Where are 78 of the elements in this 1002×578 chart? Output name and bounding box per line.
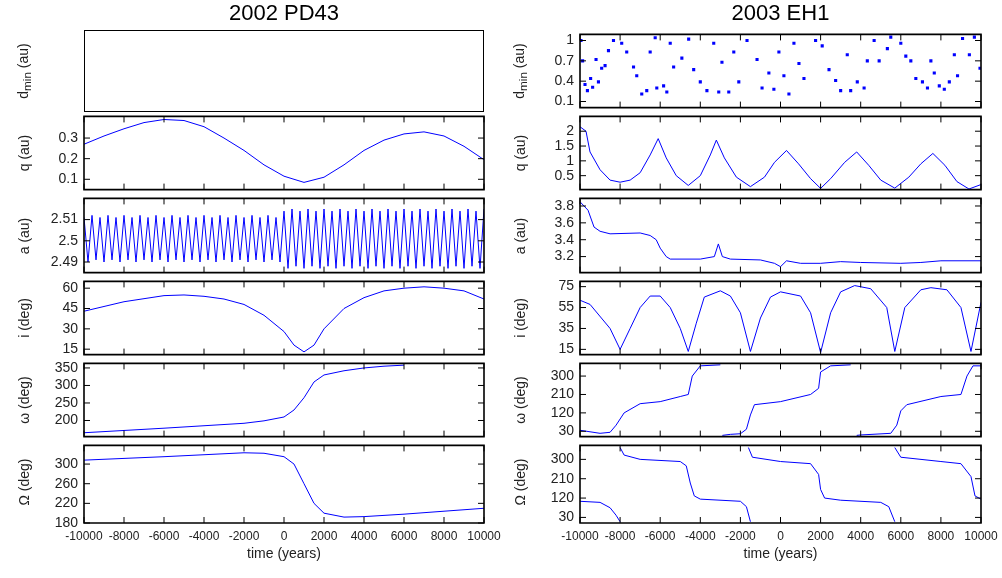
x-tick-label: 4000: [847, 528, 875, 543]
y-axis-title: i (deg): [512, 298, 528, 338]
y-tick-label: 300: [54, 454, 79, 471]
x-tick-label: 10000: [467, 528, 502, 543]
y-tick-label: 15: [558, 340, 575, 357]
x-tick-label: 2000: [807, 528, 835, 543]
y-tick-label: 250: [54, 393, 79, 410]
x-tick-label: 8000: [927, 528, 955, 543]
y-axis-title: Ω (deg): [512, 458, 528, 506]
y-tick-label: 200: [54, 411, 79, 428]
y-axis-title: q (au): [512, 134, 528, 172]
x-tick-label: -6000: [148, 528, 180, 543]
y-tick-label: 210: [550, 385, 575, 402]
y-tick-label: 30: [558, 508, 575, 525]
y-tick-label: 1: [566, 151, 575, 168]
y-tick-label: 220: [54, 494, 79, 511]
y-tick-label: 260: [54, 474, 79, 491]
y-tick-label: 350: [54, 358, 79, 375]
text: 2002 PD43: [228, 0, 340, 26]
y-tick-label: 45: [62, 299, 79, 316]
y-tick-label: 3.6: [554, 213, 575, 230]
y-axis-title: a (au): [512, 217, 528, 254]
y-tick-label: 3.2: [554, 247, 575, 264]
y-tick-label: 1.5: [554, 136, 575, 153]
x-tick-label: 2000: [310, 528, 338, 543]
y-tick-label: 120: [550, 403, 575, 420]
x-axis-title: time (years): [743, 545, 818, 561]
x-axis-title: time (years): [247, 545, 321, 561]
y-tick-label: 3.4: [554, 230, 575, 247]
x-tick-label: -10000: [561, 528, 599, 543]
y-tick-label: 3.8: [554, 196, 575, 213]
y-axis-title: ω (deg): [512, 376, 528, 424]
x-tick-label: -6000: [644, 528, 676, 543]
x-tick-label: 0: [280, 528, 288, 543]
y-axis-title: q (au): [16, 134, 32, 172]
y-axis-title: ω (deg): [16, 376, 32, 424]
x-tick-label: 6000: [887, 528, 915, 543]
y-tick-label: 60: [62, 279, 79, 296]
x-tick-label: -4000: [684, 528, 716, 543]
y-tick-label: 0.2: [58, 149, 79, 166]
x-tick-label: 4000: [350, 528, 378, 543]
y-tick-label: 120: [550, 488, 575, 505]
y-tick-label: 2.5: [58, 231, 79, 248]
x-tick-label: 6000: [390, 528, 418, 543]
x-tick-label: 8000: [430, 528, 458, 543]
y-axis-title: Ω (deg): [16, 458, 32, 506]
chart-title: 2003 EH1: [731, 0, 830, 26]
x-tick-label: -4000: [188, 528, 220, 543]
y-tick-label: 15: [62, 340, 79, 357]
y-tick-label: 55: [558, 298, 575, 315]
y-axis-title: i (deg): [16, 298, 32, 338]
y-tick-label: 2.49: [50, 252, 79, 269]
x-tick-label: -10000: [65, 528, 103, 543]
y-tick-label: 300: [550, 366, 575, 383]
x-tick-label: -2000: [228, 528, 260, 543]
y-tick-label: 0.4: [554, 72, 575, 89]
y-tick-label: 75: [558, 277, 575, 294]
x-tick-label: -8000: [604, 528, 636, 543]
y-tick-label: 30: [62, 319, 79, 336]
y-tick-label: 300: [54, 376, 79, 393]
y-tick-label: 0.7: [554, 51, 575, 68]
y-tick-label: 0.1: [58, 170, 79, 187]
x-tick-label: 10000: [964, 528, 999, 543]
x-tick-label: -2000: [725, 528, 757, 543]
y-tick-label: 0.3: [58, 128, 79, 145]
y-tick-label: 210: [550, 469, 575, 486]
y-axis-title: a (au): [16, 217, 32, 254]
y-tick-label: 300: [550, 450, 575, 467]
y-tick-label: 35: [558, 319, 575, 336]
y-tick-label: 0.1: [554, 92, 575, 109]
y-tick-label: 2.51: [50, 210, 79, 227]
x-tick-label: -8000: [108, 528, 140, 543]
y-tick-label: 1: [566, 31, 575, 48]
y-tick-label: 0.5: [554, 166, 575, 183]
y-tick-label: 2: [566, 122, 575, 139]
y-tick-label: 180: [54, 513, 79, 530]
y-tick-label: 30: [558, 422, 575, 439]
x-tick-label: 0: [777, 528, 785, 543]
